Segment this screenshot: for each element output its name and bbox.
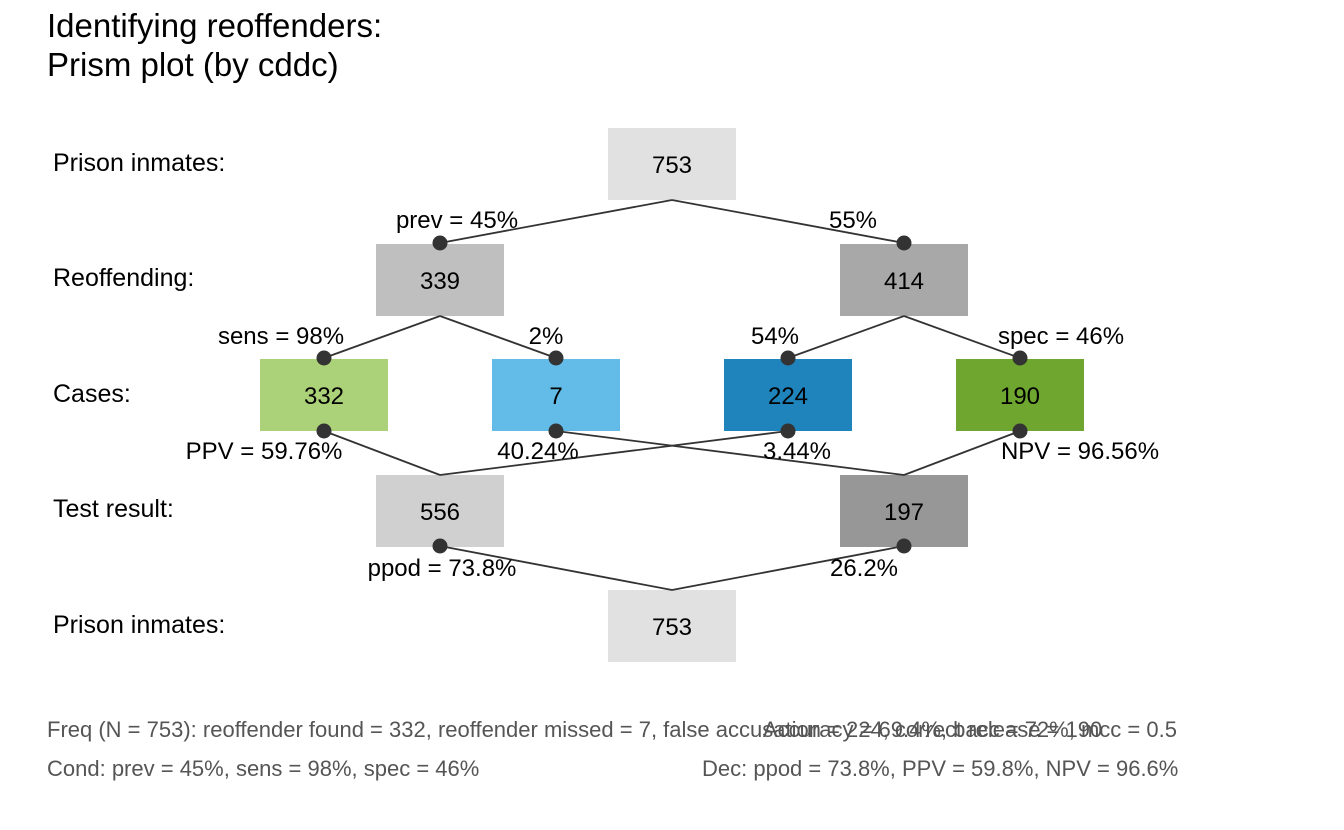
row-label-top: Prison inmates:	[53, 149, 225, 177]
prob-prev: prev = 45%	[396, 207, 518, 234]
plot-title: Identifying reoffenders: Prism plot (by …	[47, 6, 382, 84]
link-reoffending-to-missed	[439, 315, 557, 359]
link-reoffending-to-found	[323, 315, 441, 359]
prob-ppod: ppod = 73.8%	[368, 555, 517, 582]
dot-found-bottom	[316, 423, 332, 439]
prob-not-prev: 55%	[829, 207, 877, 234]
dot-missed-top	[548, 350, 564, 366]
prob-false-omission-rate: 40.24%	[497, 438, 578, 465]
box-test-positive	[376, 475, 504, 547]
box-test-negative	[840, 475, 968, 547]
link-not-reoffending-to-false-accusation	[787, 315, 905, 359]
dot-correct-release-bottom	[1012, 423, 1028, 439]
value-population-bottom: 753	[652, 614, 692, 641]
value-correct-release: 190	[1000, 383, 1040, 410]
box-correct-release	[956, 359, 1084, 431]
dot-false-accusation-bottom	[780, 423, 796, 439]
prob-miss-rate: 2%	[529, 323, 564, 350]
value-reoffending-true: 339	[420, 268, 460, 295]
dot-test-positive	[432, 538, 448, 554]
prob-ppv: PPV = 59.76%	[186, 438, 343, 465]
value-test-positive: 556	[420, 499, 460, 526]
box-reoffending-false	[840, 244, 968, 316]
footer-dec-line: Dec: ppod = 73.8%, PPV = 59.8%, NPV = 96…	[702, 756, 1178, 781]
value-false-accusation: 224	[768, 383, 808, 410]
dot-test-negative	[896, 538, 912, 554]
prob-sens: sens = 98%	[218, 323, 344, 350]
link-false-accusation-to-test-positive	[439, 430, 789, 476]
dot-correct-release-top	[1012, 350, 1028, 366]
value-test-negative: 197	[884, 499, 924, 526]
value-reoffender-missed: 7	[549, 383, 562, 410]
prob-spec: spec = 46%	[998, 323, 1124, 350]
link-top-to-not-reoffending	[671, 199, 905, 244]
box-reoffending-true	[376, 244, 504, 316]
value-reoffending-false: 414	[884, 268, 924, 295]
footer-cond-line: Cond: prev = 45%, sens = 98%, spec = 46%	[47, 756, 479, 781]
prob-false-alarm-rate: 54%	[751, 323, 799, 350]
box-population-top	[608, 128, 736, 200]
link-found-to-test-positive	[323, 430, 441, 476]
title-line-2: Prism plot (by cddc)	[47, 46, 339, 83]
prob-false-discovery-rate: 3.44%	[763, 438, 831, 465]
link-not-reoffending-to-correct-release	[903, 315, 1021, 359]
value-reoffender-found: 332	[304, 383, 344, 410]
link-test-negative-to-bottom	[671, 545, 905, 591]
box-population-bottom	[608, 590, 736, 662]
row-label-reoffending: Reoffending:	[53, 264, 194, 292]
value-population-top: 753	[652, 152, 692, 179]
dot-not-reoffending	[896, 235, 912, 251]
link-lines	[323, 199, 1021, 591]
row-label-bottom: Prison inmates:	[53, 611, 225, 639]
row-label-test-result: Test result:	[53, 495, 174, 523]
title-line-1: Identifying reoffenders:	[47, 7, 383, 44]
link-correct-release-to-test-negative	[903, 430, 1021, 476]
prob-npv: NPV = 96.56%	[1001, 438, 1159, 465]
footer: Freq (N = 753): reoffender found = 332, …	[47, 717, 1178, 781]
dot-missed-bottom	[548, 423, 564, 439]
dot-found-top	[316, 350, 332, 366]
row-label-cases: Cases:	[53, 380, 131, 408]
dot-reoffending	[432, 235, 448, 251]
link-dots	[316, 235, 1028, 554]
link-missed-to-test-negative	[555, 430, 905, 476]
dot-false-accusation-top	[780, 350, 796, 366]
footer-freq-line: Freq (N = 753): reoffender found = 332, …	[47, 717, 1102, 742]
box-reoffender-missed	[492, 359, 620, 431]
box-reoffender-found	[260, 359, 388, 431]
box-false-accusation	[724, 359, 852, 431]
prob-not-ppod: 26.2%	[830, 555, 898, 582]
link-test-positive-to-bottom	[439, 545, 673, 591]
link-top-to-reoffending	[439, 199, 673, 244]
footer-accuracy-line: Accuracy = 69.4%, bacc = 72%, mcc = 0.5	[763, 717, 1177, 742]
